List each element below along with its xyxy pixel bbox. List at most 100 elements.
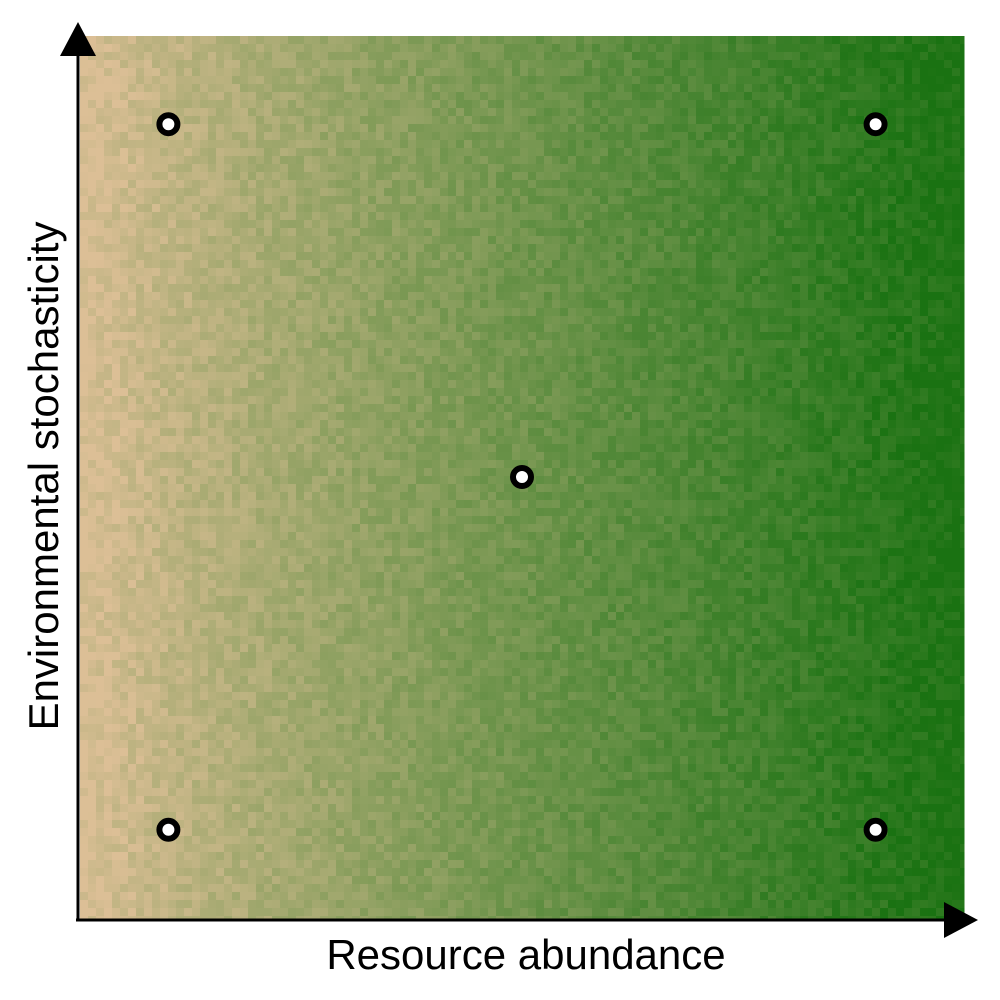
heatmap-cell	[152, 244, 161, 253]
heatmap-cell	[672, 252, 681, 261]
heatmap-cell	[712, 108, 721, 117]
heatmap-cell	[472, 324, 481, 333]
heatmap-cell	[792, 260, 801, 269]
heatmap-cell	[488, 220, 497, 229]
heatmap-cell	[128, 252, 137, 261]
heatmap-cell	[552, 52, 561, 61]
heatmap-cell	[728, 324, 737, 333]
heatmap-cell	[856, 84, 865, 93]
heatmap-cell	[784, 388, 793, 397]
heatmap-cell	[232, 364, 241, 373]
heatmap-cell	[720, 148, 729, 157]
heatmap-cell	[848, 292, 857, 301]
heatmap-cell	[848, 148, 857, 157]
heatmap-cell	[952, 68, 961, 77]
heatmap-cell	[592, 116, 601, 125]
heatmap-cell	[136, 108, 145, 117]
heatmap-cell	[384, 228, 393, 237]
heatmap-cell	[576, 92, 585, 101]
heatmap-cell	[576, 68, 585, 77]
heatmap-cell	[960, 388, 965, 397]
heatmap-cell	[952, 132, 961, 141]
heatmap-cell	[720, 308, 729, 317]
heatmap-cell	[896, 116, 905, 125]
heatmap-cell	[784, 164, 793, 173]
heatmap-cell	[200, 340, 209, 349]
heatmap-cell	[616, 164, 625, 173]
heatmap-cell	[224, 60, 233, 69]
heatmap-cell	[512, 100, 521, 109]
heatmap-cell	[144, 380, 153, 389]
heatmap-cell	[592, 92, 601, 101]
heatmap-cell	[536, 164, 545, 173]
heatmap-cell	[904, 180, 913, 189]
heatmap-cell	[640, 36, 649, 45]
heatmap-cell	[232, 284, 241, 293]
heatmap-cell	[632, 348, 641, 357]
heatmap-cell	[464, 36, 473, 45]
heatmap-cell	[256, 60, 265, 69]
heatmap-cell	[552, 60, 561, 69]
heatmap-cell	[632, 356, 641, 365]
heatmap-cell	[648, 124, 657, 133]
heatmap-cell	[720, 180, 729, 189]
heatmap-cell	[688, 308, 697, 317]
heatmap-cell	[672, 76, 681, 85]
heatmap-cell	[784, 316, 793, 325]
heatmap-cell	[288, 372, 297, 381]
heatmap-cell	[208, 188, 217, 197]
heatmap-cell	[856, 308, 865, 317]
heatmap-cell	[744, 60, 753, 69]
heatmap-cell	[520, 196, 529, 205]
heatmap-cell	[152, 324, 161, 333]
heatmap-cell	[704, 236, 713, 245]
heatmap-cell	[760, 292, 769, 301]
heatmap-cell	[464, 220, 473, 229]
heatmap-cell	[624, 116, 633, 125]
heatmap-cell	[576, 324, 585, 333]
heatmap-cell	[856, 108, 865, 117]
heatmap-cell	[400, 156, 409, 165]
heatmap-cell	[512, 252, 521, 261]
heatmap-cell	[168, 284, 177, 293]
heatmap-cell	[848, 260, 857, 269]
heatmap-cell	[544, 116, 553, 125]
heatmap-cell	[584, 228, 593, 237]
heatmap-cell	[832, 68, 841, 77]
heatmap-cell	[328, 300, 337, 309]
heatmap-cell	[856, 380, 865, 389]
heatmap-cell	[680, 268, 689, 277]
heatmap-cell	[328, 308, 337, 317]
heatmap-cell	[944, 388, 953, 397]
heatmap-cell	[176, 36, 185, 45]
heatmap-cell	[856, 68, 865, 77]
heatmap-cell	[528, 164, 537, 173]
heatmap-cell	[88, 156, 97, 165]
heatmap-cell	[104, 212, 113, 221]
heatmap-cell	[712, 260, 721, 269]
heatmap-cell	[528, 180, 537, 189]
heatmap-cell	[504, 236, 513, 245]
heatmap-cell	[200, 92, 209, 101]
heatmap-cell	[504, 324, 513, 333]
heatmap-cell	[448, 388, 457, 397]
heatmap-cell	[832, 284, 841, 293]
heatmap-cell	[288, 44, 297, 53]
heatmap-cell	[392, 260, 401, 269]
heatmap-cell	[432, 84, 441, 93]
heatmap-cell	[936, 228, 945, 237]
heatmap-cell	[768, 52, 777, 61]
heatmap-cell	[504, 60, 513, 69]
heatmap-cell	[912, 356, 921, 365]
heatmap-cell	[168, 132, 177, 141]
heatmap-cell	[368, 196, 377, 205]
heatmap-cell	[200, 68, 209, 77]
heatmap-cell	[608, 380, 617, 389]
heatmap-cell	[840, 324, 849, 333]
heatmap-cell	[216, 188, 225, 197]
heatmap-cell	[608, 268, 617, 277]
heatmap-cell	[488, 108, 497, 117]
heatmap-cell	[848, 52, 857, 61]
heatmap-cell	[176, 164, 185, 173]
heatmap-cell	[560, 84, 569, 93]
